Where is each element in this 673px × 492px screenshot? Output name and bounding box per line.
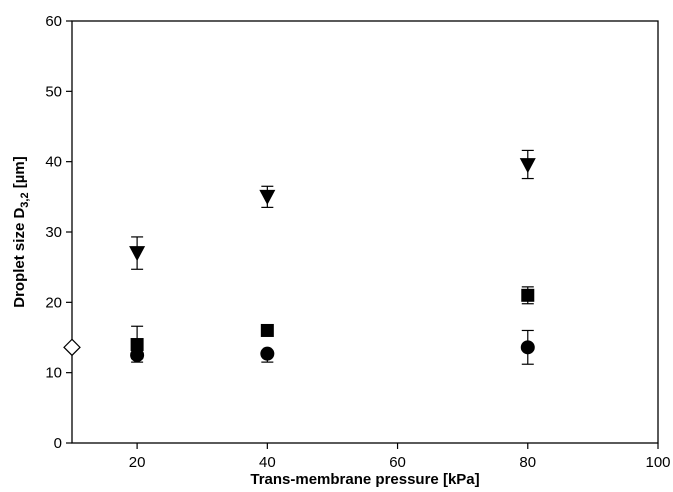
square-marker bbox=[130, 338, 144, 352]
x-tick-label: 60 bbox=[389, 454, 406, 471]
y-tick-label: 0 bbox=[54, 435, 62, 452]
x-tick-label: 40 bbox=[259, 454, 276, 471]
y-tick-label: 60 bbox=[45, 13, 62, 30]
y-tick-label: 40 bbox=[45, 154, 62, 171]
square-marker bbox=[521, 288, 535, 302]
circle-marker bbox=[260, 346, 275, 361]
data-markers bbox=[63, 149, 536, 365]
y-axis-title-unit: [µm] bbox=[11, 156, 28, 192]
y-axis-title-main: Droplet size D bbox=[11, 208, 28, 308]
square-marker bbox=[260, 323, 274, 337]
open-diamond-marker bbox=[63, 338, 81, 357]
y-tick-label: 50 bbox=[45, 83, 62, 100]
circle-marker bbox=[130, 348, 145, 363]
triangle-down-marker bbox=[519, 158, 536, 174]
triangle-down-marker bbox=[259, 189, 276, 205]
plot-area-frame bbox=[71, 20, 659, 444]
x-tick-label: 100 bbox=[645, 454, 670, 471]
x-axis-ticks: 20 40 60 80 100 bbox=[129, 443, 671, 471]
y-tick-label: 30 bbox=[45, 224, 62, 241]
y-tick-label: 20 bbox=[45, 294, 62, 311]
triangle-down-marker bbox=[129, 246, 146, 262]
circle-marker bbox=[520, 340, 535, 355]
x-axis-title: Trans-membrane pressure [kPa] bbox=[250, 471, 479, 488]
y-tick-label: 10 bbox=[45, 365, 62, 382]
x-tick-label: 80 bbox=[519, 454, 536, 471]
x-tick-label: 20 bbox=[129, 454, 146, 471]
y-axis-title: Droplet size D3,2 [µm] bbox=[11, 156, 31, 307]
y-axis-title-subscript: 3,2 bbox=[19, 192, 31, 207]
y-axis-ticks: 0 10 20 30 40 50 60 bbox=[45, 13, 72, 452]
